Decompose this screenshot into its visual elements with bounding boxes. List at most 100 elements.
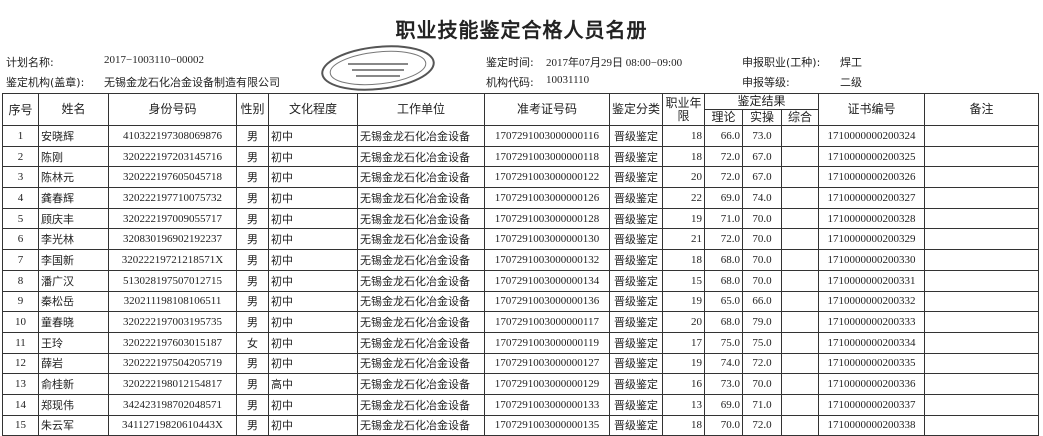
cell-cert-number: 1710000000200328 xyxy=(818,207,926,230)
table-row: 8 潘广汉 513028197507012715 男初中 无锡金龙石化冶金设备 17072… xyxy=(2,269,1040,292)
cell-type: 晋级鉴定 xyxy=(608,125,664,147)
cell-cert-number: 1710000000200338 xyxy=(818,414,926,436)
cell-type: 晋级鉴定 xyxy=(608,269,664,292)
cell-type: 晋级鉴定 xyxy=(608,352,664,375)
cell-theory: 72.0 xyxy=(704,166,744,189)
cell-theory: 68.0 xyxy=(704,249,744,271)
cell-exam-number: 1707291003000000118 xyxy=(484,145,610,168)
cell-type: 晋级鉴定 xyxy=(608,187,664,209)
cell-seq: 3 xyxy=(2,166,39,189)
cell-name: 陈林元 xyxy=(38,166,109,189)
cell-cert-number: 1710000000200330 xyxy=(818,249,926,271)
cell-seq: 9 xyxy=(2,290,39,313)
table-row: 9 秦松岳 320211198108106511 男初中 无锡金龙石化冶金设备 17072… xyxy=(2,290,1040,313)
cell-theory: 71.0 xyxy=(704,207,744,230)
cell-exam-number: 1707291003000000117 xyxy=(484,311,610,333)
cell-cert-number: 1710000000200336 xyxy=(818,373,926,395)
cell-exam-number: 1707291003000000129 xyxy=(484,373,610,395)
header-education: 文化程度 xyxy=(268,93,358,126)
cell-type: 晋级鉴定 xyxy=(608,331,664,354)
cell-name: 朱云军 xyxy=(38,414,109,436)
cell-name: 薛岩 xyxy=(38,352,109,375)
cell-overall xyxy=(781,414,820,436)
cell-cert-number: 1710000000200332 xyxy=(818,290,926,313)
cell-name: 童春晓 xyxy=(38,311,109,333)
cell-id-number: 320222197009055717 xyxy=(108,207,237,230)
header-type: 鉴定分类 xyxy=(608,93,664,126)
cell-practice: 72.0 xyxy=(742,414,783,436)
job-label: 申报职业(工种): xyxy=(742,56,821,69)
cell-name: 龚春辉 xyxy=(38,187,109,209)
table-row: 10 童春晓 320222197003195735 男初中 无锡金龙石化冶金设备 1707… xyxy=(2,311,1040,333)
cell-seq: 8 xyxy=(2,269,39,292)
cell-years: 15 xyxy=(662,269,706,292)
cell-overall xyxy=(781,373,820,395)
cell-theory: 75.0 xyxy=(704,331,744,354)
cell-years: 19 xyxy=(662,207,706,230)
cell-years: 22 xyxy=(662,187,706,209)
cell-remark xyxy=(924,166,1040,189)
page-title: 职业技能鉴定合格人员名册 xyxy=(395,18,648,42)
cell-type: 晋级鉴定 xyxy=(608,145,664,168)
cell-remark xyxy=(924,125,1040,147)
table-row: 4 龚春辉 320222197710075732 男初中 无锡金龙石化冶金设备 17072… xyxy=(2,187,1040,209)
cell-overall xyxy=(781,269,820,292)
cell-remark xyxy=(924,373,1040,395)
code-label: 机构代码: xyxy=(486,76,534,89)
cell-exam-number: 1707291003000000133 xyxy=(484,393,610,416)
cell-gender: 男 xyxy=(236,249,269,271)
cell-practice: 72.0 xyxy=(742,352,783,375)
table-row: 6 李光林 320830196902192237 男初中 无锡金龙石化冶金设备 17072… xyxy=(2,228,1040,251)
cell-id-number: 320830196902192237 xyxy=(108,228,237,251)
cell-theory: 74.0 xyxy=(704,352,744,375)
cell-name: 李光林 xyxy=(38,228,109,251)
cell-type: 晋级鉴定 xyxy=(608,373,664,395)
header-seq: 序号 xyxy=(2,93,39,126)
cell-practice: 67.0 xyxy=(742,145,783,168)
cell-cert-number: 1710000000200327 xyxy=(818,187,926,209)
cell-theory: 69.0 xyxy=(704,187,744,209)
company-seal xyxy=(321,45,435,91)
cell-id-number: 320222197504205719 xyxy=(108,352,237,375)
cell-remark xyxy=(924,393,1040,416)
table-row: 12 薛岩 320222197504205719 男初中 无锡金龙石化冶金设备 17072… xyxy=(2,352,1040,375)
cell-cert-number: 1710000000200325 xyxy=(818,145,926,168)
code-value: 10031110 xyxy=(546,74,590,86)
cell-work-unit: 无锡金龙石化冶金设备 xyxy=(357,207,485,230)
cell-education: 初中 xyxy=(268,393,358,416)
cell-practice: 66.0 xyxy=(742,290,783,313)
cell-gender: 男 xyxy=(236,414,269,436)
cell-seq: 5 xyxy=(2,207,39,230)
cell-id-number: 320222197710075732 xyxy=(108,187,237,209)
cell-gender: 男 xyxy=(236,125,269,147)
cell-cert-number: 1710000000200333 xyxy=(818,311,926,333)
cell-name: 潘广汉 xyxy=(38,269,109,292)
cell-overall xyxy=(781,187,820,209)
cell-name: 安晓辉 xyxy=(38,125,109,147)
cell-years: 21 xyxy=(662,228,706,251)
cell-years: 17 xyxy=(662,331,706,354)
cell-practice: 70.0 xyxy=(742,207,783,230)
cell-name: 王玲 xyxy=(38,331,109,354)
table-row: 14 郑现伟 342423198702048571 男初中 无锡金龙石化冶金设备 1707… xyxy=(2,393,1040,416)
table-row: 2 陈刚 320222197203145716 男初中 无锡金龙石化冶金设备 170729… xyxy=(2,145,1040,168)
cell-overall xyxy=(781,290,820,313)
cell-name: 秦松岳 xyxy=(38,290,109,313)
cell-gender: 男 xyxy=(236,228,269,251)
cell-type: 晋级鉴定 xyxy=(608,249,664,271)
cell-theory: 65.0 xyxy=(704,290,744,313)
cell-theory: 73.0 xyxy=(704,373,744,395)
cell-type: 晋级鉴定 xyxy=(608,393,664,416)
job-value: 焊工 xyxy=(840,56,862,69)
cell-gender: 男 xyxy=(236,187,269,209)
cell-remark xyxy=(924,145,1040,168)
cell-exam-number: 1707291003000000130 xyxy=(484,228,610,251)
cell-theory: 72.0 xyxy=(704,145,744,168)
cell-years: 19 xyxy=(662,290,706,313)
cell-practice: 74.0 xyxy=(742,187,783,209)
cell-work-unit: 无锡金龙石化冶金设备 xyxy=(357,352,485,375)
cell-years: 18 xyxy=(662,249,706,271)
cell-education: 高中 xyxy=(268,373,358,395)
header-years: 职业年限 xyxy=(662,93,706,126)
cell-practice: 75.0 xyxy=(742,331,783,354)
